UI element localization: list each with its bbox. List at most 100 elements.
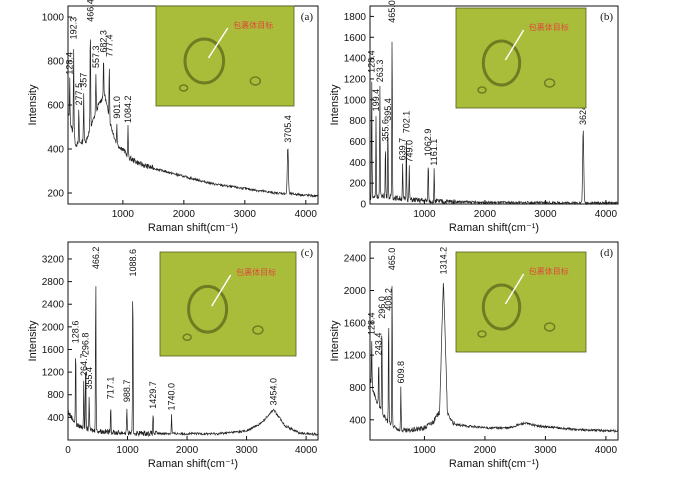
- peak-label: 988.7: [122, 380, 132, 403]
- arrow-icon: [504, 29, 525, 61]
- peak-label: 3624.8: [578, 97, 588, 125]
- panel-b: 1000 2000 3000 4000 0 200 400 600 800 1000 1200 140…: [329, 0, 619, 234]
- x-tick-label: 3000: [235, 445, 258, 456]
- x-axis-label: Raman shift(cm⁻¹): [148, 222, 238, 234]
- peak-label: 639.7: [398, 138, 408, 161]
- y-tick-label: 1600: [344, 33, 367, 44]
- peak-label: 777.4: [104, 34, 114, 57]
- peak-label: 128.4: [367, 312, 377, 335]
- y-tick-label: 1200: [344, 74, 367, 85]
- bubble-shape: [477, 86, 487, 94]
- peak-label: 702.1: [401, 111, 411, 134]
- y-tick-label: 200: [349, 179, 366, 190]
- plot-frame: [369, 241, 619, 441]
- peak-label: 3705.4: [283, 115, 293, 143]
- peak-label: 557.3: [91, 45, 101, 68]
- y-tick-label: 3200: [42, 254, 65, 265]
- spectrum-line: [67, 39, 319, 198]
- inset-micrograph: 包裹体目标: [155, 5, 295, 107]
- inclusion-shape: [183, 37, 226, 85]
- y-tick-label: 1000: [344, 95, 367, 106]
- y-tick-label: 2400: [344, 254, 367, 265]
- bubble-shape: [477, 330, 487, 338]
- peak-label: 749.0: [404, 140, 414, 163]
- y-tick-label: 1600: [42, 345, 65, 356]
- y-tick-label: 1400: [344, 54, 367, 65]
- y-tick-label: 400: [47, 145, 64, 156]
- inset-annotation: 包裹体目标: [529, 22, 569, 32]
- y-tick-label: 200: [47, 189, 64, 200]
- y-tick-label: 2400: [42, 300, 65, 311]
- y-tick-label: 800: [349, 383, 366, 394]
- peak-label: 1084.2: [123, 95, 133, 123]
- peak-label: 901.0: [112, 96, 122, 119]
- peak-label: 717.1: [106, 377, 116, 400]
- x-tick-label: 1000: [413, 445, 436, 456]
- peak-label: 1088.6: [128, 249, 138, 277]
- y-tick-label: 400: [349, 415, 366, 426]
- peak-label: 465.0: [387, 0, 397, 23]
- plot-frame: [67, 241, 319, 441]
- inclusion-shape: [481, 39, 522, 87]
- inclusion-shape: [481, 283, 522, 331]
- y-tick-label: 800: [47, 57, 64, 68]
- x-tick-label: 4000: [295, 209, 318, 220]
- y-tick-label: 2800: [42, 277, 65, 288]
- inclusion-shape: [187, 284, 229, 334]
- peak-label: 466.4: [85, 0, 95, 22]
- inset-annotation: 包裹体目标: [529, 266, 569, 276]
- panel-d: 1000 2000 3000 4000 400 800 1200 1600 2000 2400 Ra…: [329, 241, 619, 470]
- y-tick-label: 1800: [344, 12, 367, 23]
- bubble-shape: [178, 84, 189, 92]
- peak-label: 264.7: [79, 353, 89, 376]
- spectrum-line: [369, 282, 619, 434]
- x-tick-label: 3000: [234, 209, 257, 220]
- y-tick-label: 2000: [344, 286, 367, 297]
- peak-label: 1062.9: [423, 129, 433, 157]
- inset-micrograph: 包裹体目标: [159, 251, 297, 357]
- x-tick-label: 3000: [534, 209, 557, 220]
- spectrum-line: [67, 286, 319, 438]
- inset-annotation: 包裹体目标: [233, 20, 273, 30]
- x-tick-label: 4000: [295, 445, 318, 456]
- y-axis-label: Intensity: [329, 84, 341, 125]
- y-tick-label: 400: [47, 413, 64, 424]
- bubble-shape: [252, 325, 264, 335]
- peak-label: 296.8: [81, 333, 91, 356]
- y-tick-label: 400: [349, 158, 366, 169]
- x-axis-label: Raman shift(cm⁻¹): [449, 458, 539, 470]
- y-tick-label: 600: [47, 101, 64, 112]
- peak-label: 682.3: [99, 30, 109, 53]
- x-tick-label: 2000: [474, 209, 497, 220]
- peak-label: 1429.7: [148, 381, 158, 409]
- bubble-shape: [182, 333, 192, 342]
- x-axis-label: Raman shift(cm⁻¹): [148, 458, 238, 470]
- panel-a: 1000 2000 3000 4000 200 400 600 800 1000 Raman sh…: [27, 0, 319, 234]
- peak-label: 3454.0: [269, 378, 279, 406]
- y-axis-label: Intensity: [27, 84, 39, 125]
- y-tick-label: 1600: [344, 318, 367, 329]
- panel-letter: (a): [301, 11, 314, 23]
- peak-label: 1161.1: [429, 139, 439, 166]
- peak-label: 355.6: [381, 119, 391, 142]
- bubble-shape: [249, 76, 262, 86]
- peak-label: 192.3: [69, 17, 79, 40]
- x-tick-label: 1000: [112, 209, 135, 220]
- y-tick-label: 1000: [42, 13, 65, 24]
- peak-label: 355.4: [84, 367, 94, 390]
- y-tick-label: 800: [349, 116, 366, 127]
- inset-micrograph: 包裹体目标: [455, 251, 587, 353]
- bubble-shape: [543, 322, 556, 332]
- x-tick-label: 2000: [474, 445, 497, 456]
- peak-label: 277.5: [74, 83, 84, 106]
- x-tick-label: 2000: [176, 445, 199, 456]
- x-tick-label: 2000: [173, 209, 196, 220]
- y-axis-label: Intensity: [27, 320, 39, 361]
- panel-letter: (c): [301, 247, 314, 259]
- arrow-icon: [504, 273, 525, 305]
- x-axis-label: Raman shift(cm⁻¹): [449, 222, 539, 234]
- panel-c: 0 1000 2000 3000 4000 400 800 1200 1600 2000 2400 2…: [27, 241, 319, 470]
- bubble-shape: [543, 78, 556, 88]
- x-tick-label: 1000: [116, 445, 139, 456]
